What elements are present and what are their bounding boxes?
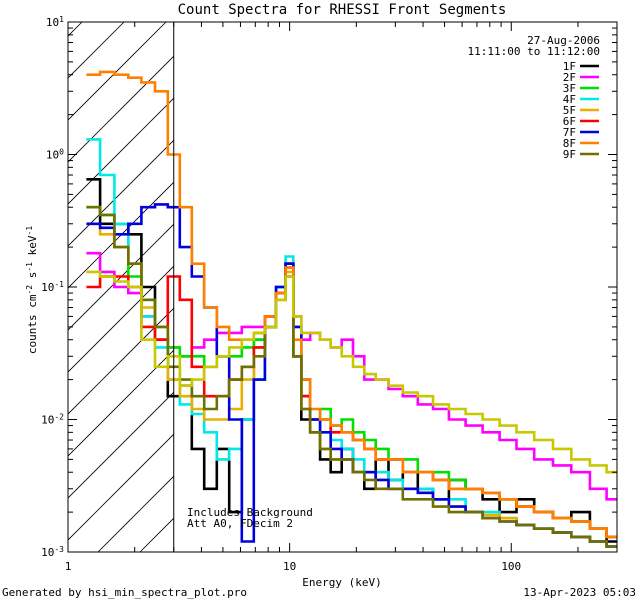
hatch-line [68, 97, 174, 205]
y-tick-label: 10-3 [41, 545, 64, 560]
legend-label: 7F [563, 126, 576, 139]
y-tick-label: 10-2 [41, 412, 64, 427]
hatch-line [68, 433, 174, 541]
y-tick-label: 100 [46, 147, 64, 162]
hatch-line [68, 22, 167, 121]
hatch-line [68, 223, 174, 331]
hatch-line [0, 22, 40, 552]
generation-timestamp: 13-Apr-2023 05:03 [523, 586, 636, 599]
x-tick-label: 10 [283, 560, 296, 573]
legend-label: 5F [563, 104, 576, 117]
chart-title: Count Spectra for RHESSI Front Segments [178, 2, 507, 18]
legend-label: 9F [563, 148, 576, 161]
date-label: 27-Aug-2006 [527, 34, 600, 47]
x-tick-label: 100 [501, 560, 521, 573]
legend-label: 3F [563, 82, 576, 95]
y-axis: 101 100 10-1 10-2 10-3 [41, 15, 617, 560]
y-tick-label: 101 [46, 15, 64, 30]
legend-label: 2F [563, 71, 576, 84]
x-tick-label: 1 [65, 560, 72, 573]
series-6f-line [86, 262, 617, 539]
legend-label: 4F [563, 93, 576, 106]
background-note: Includes Background [187, 506, 313, 519]
time-range-label: 11:11:00 to 11:12:00 [468, 45, 600, 58]
attenuator-note: Att A0, FDecim 2 [187, 517, 293, 530]
series-9f-high-line [86, 270, 617, 474]
hatch-line [68, 391, 174, 499]
y-tick-label: 10-1 [41, 280, 64, 295]
x-axis: 1 10 100 [65, 22, 618, 573]
hatch-line [68, 55, 174, 163]
legend-label: 1F [563, 60, 576, 73]
legend-label: 8F [563, 137, 576, 150]
series-layer [86, 70, 617, 548]
legend-label: 6F [563, 115, 576, 128]
y-axis-label: counts cm-2 s-1 keV-1 [25, 226, 40, 354]
x-axis-label: Energy (keV) [302, 576, 381, 589]
generator-credit: Generated by hsi_min_spectra_plot.pro [2, 586, 247, 599]
